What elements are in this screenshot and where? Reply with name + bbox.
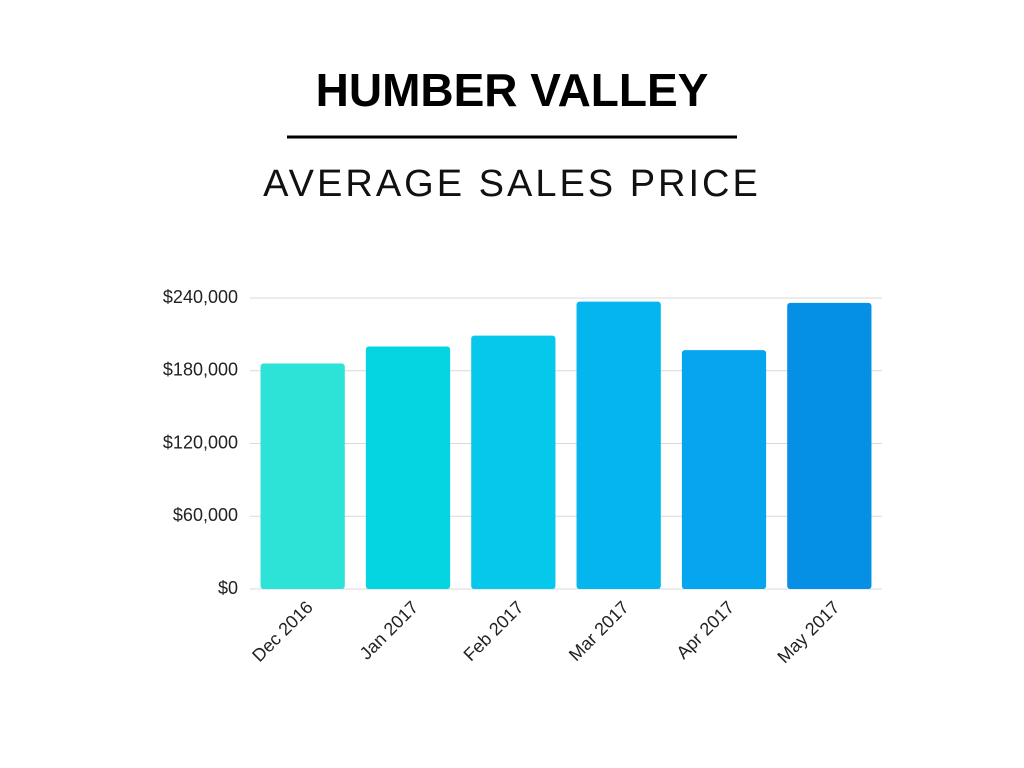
chart-subtitle: AVERAGE SALES PRICE — [263, 163, 761, 205]
bar — [576, 301, 661, 589]
y-tick-label: $180,000 — [163, 360, 238, 380]
bar — [260, 363, 345, 589]
bar — [471, 335, 556, 589]
y-tick-label: $120,000 — [163, 432, 238, 452]
chart-title: HUMBER VALLEY — [316, 64, 709, 116]
y-tick-label: $0 — [218, 578, 238, 598]
y-tick-label: $60,000 — [173, 505, 238, 525]
bar — [787, 302, 872, 589]
bar — [681, 350, 767, 589]
y-tick-label: $240,000 — [163, 287, 238, 307]
bar — [365, 346, 451, 589]
